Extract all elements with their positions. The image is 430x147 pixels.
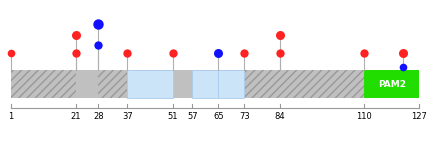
Bar — [192, 70, 218, 98]
Text: 51: 51 — [168, 112, 178, 121]
Bar — [11, 70, 419, 98]
Text: 110: 110 — [356, 112, 372, 121]
Text: 21: 21 — [71, 112, 81, 121]
Bar — [98, 70, 127, 98]
Text: 84: 84 — [274, 112, 285, 121]
Text: 37: 37 — [122, 112, 133, 121]
Text: 1: 1 — [8, 112, 13, 121]
Bar — [364, 70, 419, 98]
Bar — [244, 70, 280, 98]
Bar — [127, 70, 173, 98]
Text: PAM2: PAM2 — [378, 80, 405, 89]
Bar — [280, 70, 364, 98]
Text: 127: 127 — [411, 112, 427, 121]
Text: 28: 28 — [93, 112, 104, 121]
Text: 65: 65 — [213, 112, 224, 121]
Text: 57: 57 — [187, 112, 198, 121]
Bar — [11, 70, 76, 98]
Text: 73: 73 — [239, 112, 249, 121]
Bar — [218, 70, 244, 98]
